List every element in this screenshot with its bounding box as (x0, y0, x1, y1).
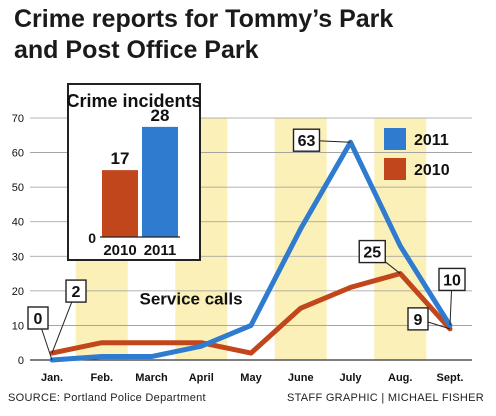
x-tick-label-may: May (240, 372, 262, 384)
x-tick-label-aug: Aug. (388, 372, 412, 384)
data-callouts: 0 63 10 2 25 9 (27, 128, 466, 361)
callout-box-2011-8 (438, 267, 466, 292)
inset-title: Crime incidents (66, 91, 201, 111)
service-calls-annotation: Service calls (140, 290, 243, 309)
x-tick-label-april: April (189, 372, 214, 384)
series-lines (49, 139, 453, 363)
y-axis-ticks: 0 10 20 30 40 50 60 70 (12, 113, 24, 367)
y-tick-label-0: 0 (18, 355, 24, 367)
callout-box-2010-8 (407, 307, 429, 331)
series-line-2011 (49, 139, 453, 363)
x-tick-label-march: March (135, 372, 168, 384)
series-line-2010 (49, 271, 453, 356)
chart-title: Crime reports for Tommy’s Park and Post … (14, 4, 484, 66)
x-tick-label-july: July (339, 372, 362, 384)
callout-box-2010-0 (65, 279, 87, 303)
x-axis-ticks: Jan. Feb. March April May June July Aug. Sept. (41, 372, 463, 384)
y-tick-label-70: 70 (12, 113, 24, 125)
y-tick-label-40: 40 (12, 217, 24, 229)
data-label-2011-6: 63 (298, 133, 316, 150)
highlight-bands (75, 118, 427, 360)
footer: SOURCE: Portland Police Department STAFF… (8, 392, 484, 410)
data-label-2011-0: 0 (34, 311, 43, 328)
callout-box-2011-0 (27, 306, 49, 330)
inset-bar-2010 (102, 170, 138, 237)
chart-title-line1: Crime reports for Tommy’s Park (14, 5, 394, 33)
y-tick-label-20: 20 (12, 286, 24, 298)
source-note: SOURCE: Portland Police Department (8, 392, 206, 404)
legend-swatch-2010 (384, 158, 406, 180)
x-tick-label-feb: Feb. (90, 372, 113, 384)
callout-box-2010-7 (358, 239, 386, 264)
callout-box-2011-6 (292, 128, 321, 152)
inset-bar-chart: Crime incidents 0 17 2010 28 2011 (66, 83, 202, 261)
data-label-2010-8: 9 (414, 312, 423, 329)
inset-category-2011: 2011 (144, 242, 177, 259)
legend-swatch-2011 (384, 128, 406, 150)
y-tick-label-60: 60 (12, 148, 24, 160)
data-label-2010-7: 25 (363, 245, 381, 262)
data-label-2011-8: 10 (443, 272, 461, 289)
staff-credit: STAFF GRAPHIC | MICHAEL FISHER (286, 392, 484, 404)
data-label-2010-0: 2 (72, 284, 81, 301)
inset-category-2010: 2010 (103, 242, 136, 259)
chart-title-line2: and Post Office Park (14, 36, 259, 64)
y-tick-label-10: 10 (12, 320, 24, 332)
x-tick-label-june: June (288, 372, 314, 384)
inset-baseline-label: 0 (88, 230, 96, 246)
inset-value-2011: 28 (151, 106, 170, 125)
x-tick-label-sept: Sept. (437, 372, 464, 384)
highlight-band-june (274, 118, 327, 360)
legend-label-2010: 2010 (414, 162, 450, 179)
legend: 2011 2010 (384, 128, 450, 180)
y-tick-label-50: 50 (12, 182, 24, 194)
inset-value-2010: 17 (111, 149, 130, 168)
legend-label-2011: 2011 (414, 132, 449, 149)
inset-bar-2011 (142, 126, 178, 237)
y-tick-label-30: 30 (12, 251, 24, 263)
x-tick-label-jan: Jan. (41, 372, 63, 384)
